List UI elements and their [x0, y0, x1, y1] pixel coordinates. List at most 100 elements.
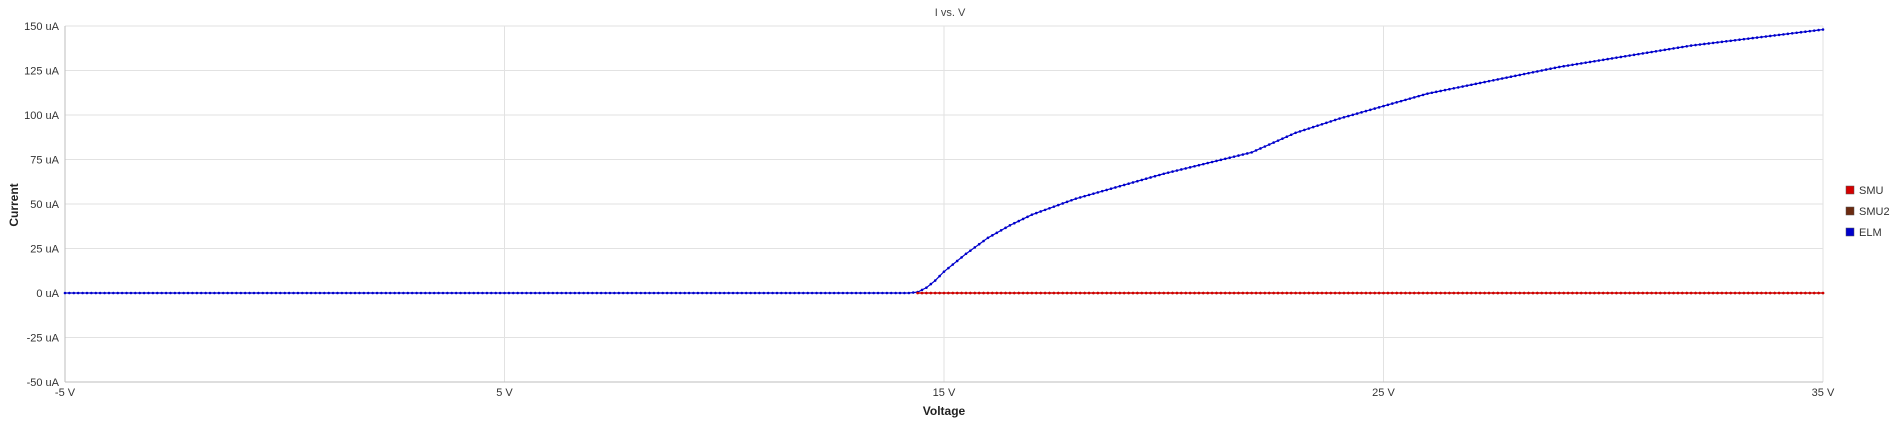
data-point-elm: [498, 291, 502, 295]
data-point-elm: [630, 291, 634, 295]
data-point-smu: [1316, 291, 1319, 295]
data-point-smu: [1804, 291, 1807, 295]
data-point-elm: [1259, 147, 1262, 150]
data-point-smu: [964, 291, 968, 295]
data-point-smu: [1439, 291, 1442, 295]
data-point-elm: [1531, 70, 1535, 74]
data-point-elm: [1817, 28, 1820, 32]
data-point-smu: [1619, 291, 1623, 295]
data-point-smu: [1215, 291, 1218, 295]
data-point-elm: [608, 291, 612, 295]
data-point-elm: [428, 291, 432, 295]
data-point-elm: [1685, 44, 1689, 48]
data-point-elm: [700, 291, 704, 295]
data-point-elm: [876, 291, 880, 295]
data-point-elm: [1698, 43, 1702, 46]
data-point-smu: [1751, 291, 1754, 295]
data-point-smu: [1289, 291, 1293, 295]
data-point-elm: [973, 246, 977, 249]
data-point-smu: [1733, 291, 1737, 295]
data-point-elm: [1808, 29, 1812, 33]
data-point-elm: [494, 291, 498, 295]
data-point-smu: [1342, 291, 1346, 295]
legend-item-smu2[interactable]: SMU2: [1845, 206, 1890, 218]
data-point-elm: [459, 291, 462, 295]
data-point-elm: [1575, 62, 1579, 66]
data-point-elm: [490, 291, 493, 295]
data-point-elm: [1013, 221, 1016, 225]
data-point-elm: [366, 291, 370, 295]
data-point-elm: [744, 291, 748, 295]
data-point-elm: [705, 291, 708, 295]
data-point-smu: [1369, 291, 1372, 295]
data-point-smu: [1461, 291, 1464, 295]
data-point-smu: [1232, 291, 1236, 295]
data-point-elm: [402, 291, 405, 295]
data-point-smu: [1782, 291, 1785, 295]
data-point-elm: [239, 291, 243, 295]
data-point-elm: [907, 291, 911, 295]
data-point-smu: [999, 291, 1003, 295]
data-point-elm: [1202, 162, 1205, 166]
data-point-elm: [147, 291, 150, 295]
data-point-smu: [920, 291, 924, 295]
data-point-elm: [151, 291, 155, 295]
data-point-smu: [1175, 291, 1179, 295]
data-point-smu: [947, 291, 950, 295]
data-point-elm: [947, 266, 950, 270]
data-point-smu: [1153, 291, 1157, 295]
data-point-elm: [999, 229, 1003, 232]
data-point-elm: [485, 291, 489, 295]
data-point-elm: [1593, 59, 1596, 63]
data-point-elm: [1610, 57, 1614, 60]
legend-swatch-smu2: [1845, 206, 1855, 216]
data-point-elm: [393, 291, 396, 295]
data-point-elm: [160, 291, 163, 295]
data-point-smu: [1584, 291, 1587, 295]
data-point-elm: [1421, 93, 1425, 97]
data-point-smu: [1070, 291, 1073, 295]
data-point-smu: [1219, 291, 1223, 295]
data-point-elm: [736, 291, 739, 295]
data-point-elm: [1105, 188, 1108, 192]
data-point-elm: [274, 291, 278, 295]
data-point-smu: [1799, 291, 1803, 295]
data-point-elm: [1070, 198, 1073, 202]
data-point-smu: [1395, 291, 1398, 295]
data-point-elm: [107, 291, 111, 295]
data-point-smu: [1065, 291, 1069, 295]
data-point-elm: [955, 259, 959, 263]
data-point-elm: [182, 291, 185, 295]
data-point-elm: [1329, 120, 1333, 123]
data-point-elm: [643, 291, 647, 295]
legend-item-elm[interactable]: ELM: [1845, 227, 1882, 239]
data-point-smu: [1144, 291, 1148, 295]
series-layer: [63, 28, 1825, 295]
data-point-elm: [1812, 29, 1816, 32]
data-point-elm: [1109, 187, 1113, 190]
data-point-elm: [859, 291, 862, 295]
data-point-elm: [1694, 43, 1697, 47]
data-point-smu: [1632, 291, 1636, 295]
data-point-elm: [362, 291, 366, 295]
data-point-elm: [1562, 64, 1565, 68]
legend-item-smu[interactable]: SMU: [1845, 185, 1884, 197]
data-point-smu: [1588, 291, 1592, 295]
data-point-elm: [1536, 70, 1539, 73]
y-tick-label: -25 uA: [27, 333, 60, 345]
y-tick-label: 50 uA: [30, 199, 59, 211]
data-point-smu: [1786, 291, 1790, 295]
data-point-elm: [1320, 122, 1324, 126]
data-point-elm: [1074, 197, 1078, 200]
data-point-elm: [476, 291, 480, 295]
data-point-elm: [384, 291, 388, 295]
data-point-elm: [199, 291, 203, 295]
data-point-elm: [1364, 109, 1368, 113]
data-point-elm: [1048, 206, 1051, 210]
data-point-smu: [1188, 291, 1192, 295]
data-point-elm: [1645, 51, 1649, 54]
data-point-elm: [942, 270, 946, 273]
data-point-smu: [1298, 291, 1302, 295]
data-point-smu: [1566, 291, 1570, 295]
data-point-smu: [1518, 291, 1522, 295]
